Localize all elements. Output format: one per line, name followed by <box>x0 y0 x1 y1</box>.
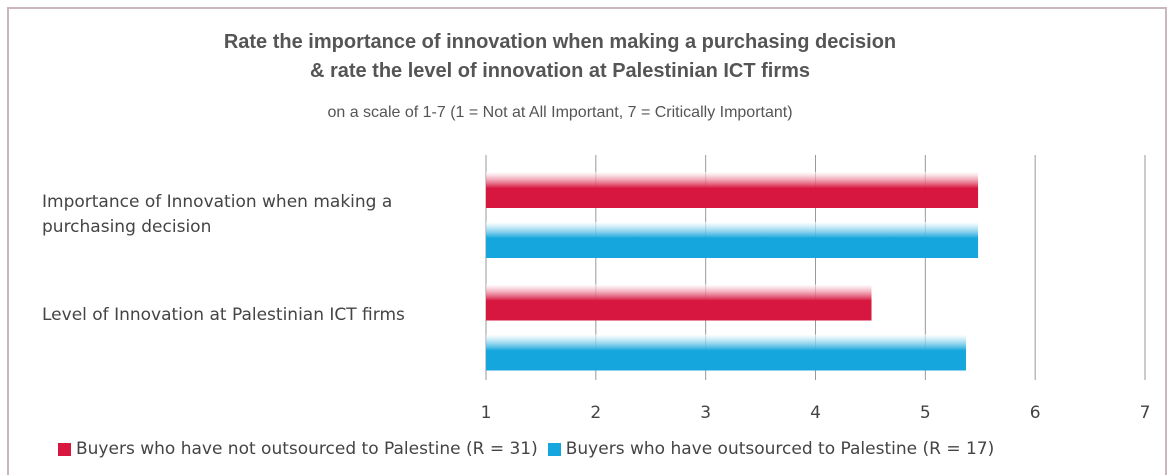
category-label: Importance of Innovation when making a p… <box>42 192 393 237</box>
x-tick-label: 1 <box>481 403 492 423</box>
category-label: Level of Innovation at Palestinian ICT f… <box>42 304 405 325</box>
x-tick-label: 7 <box>1140 403 1151 423</box>
chart-title: Rate the importance of innovation when m… <box>224 31 896 53</box>
bar <box>486 222 979 258</box>
bar <box>486 334 966 371</box>
legend: Buyers who have not outsourced to Palest… <box>58 439 994 459</box>
legend-swatch <box>547 442 561 456</box>
x-tick-label: 4 <box>810 403 821 423</box>
chart-title: & rate the level of innovation at Palest… <box>310 60 810 82</box>
frame <box>7 7 1167 475</box>
legend-label: Buyers who have outsourced to Palestine … <box>565 439 995 459</box>
legend-swatch <box>58 442 71 456</box>
x-tick-label: 2 <box>590 403 601 423</box>
legend-item: Buyers who have not outsourced to Palest… <box>58 439 538 459</box>
x-tick-label: 6 <box>1030 403 1041 423</box>
bar <box>486 172 979 208</box>
legend-label: Buyers who have not outsourced to Palest… <box>76 439 538 459</box>
chart-subtitle: on a scale of 1-7 (1 = Not at All Import… <box>327 104 792 121</box>
x-tick-label: 5 <box>920 403 931 423</box>
bar <box>486 284 872 321</box>
legend-item: Buyers who have outsourced to Palestine … <box>547 439 995 459</box>
x-tick-label: 3 <box>700 403 711 423</box>
